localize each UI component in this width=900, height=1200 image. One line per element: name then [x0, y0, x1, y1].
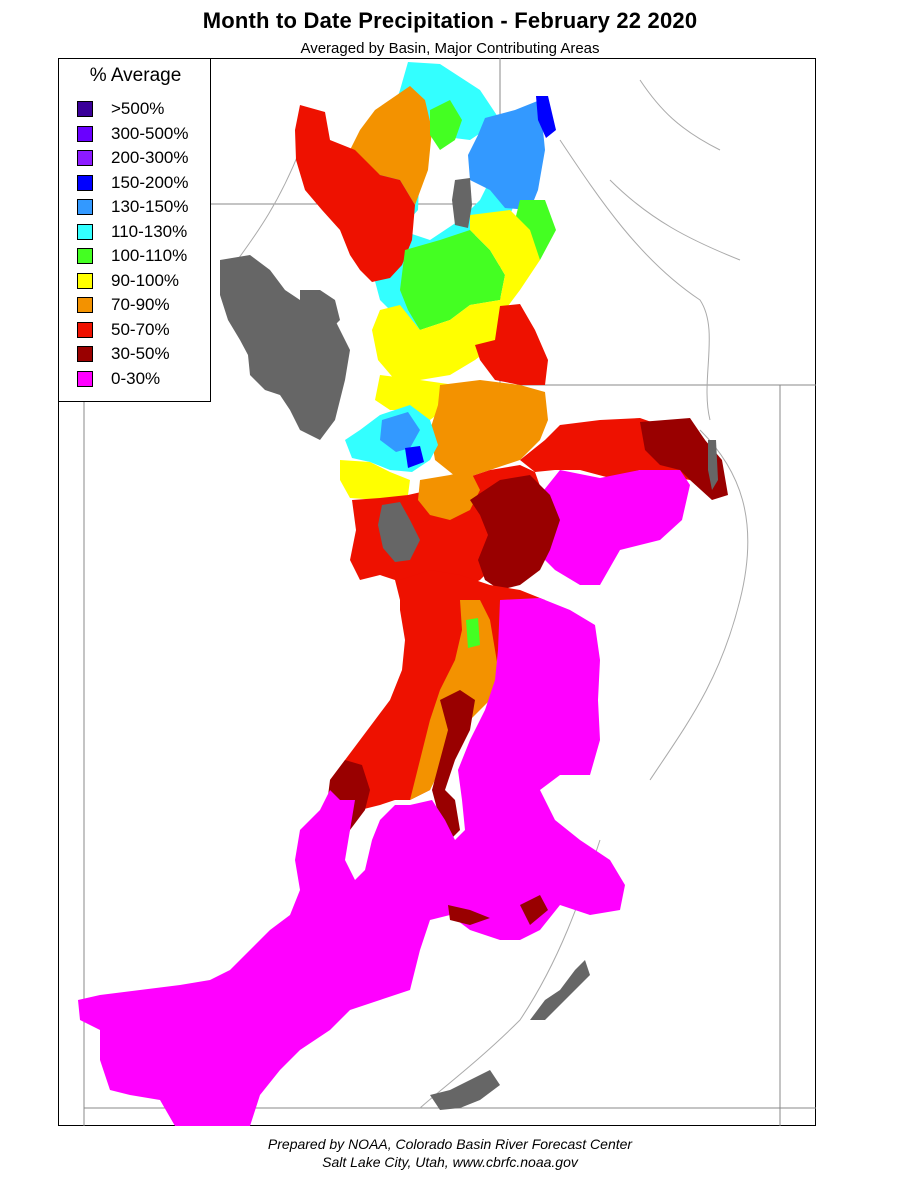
legend-item: >500%	[77, 97, 164, 121]
utah-lake	[378, 502, 420, 562]
basin-70-90-lower	[418, 470, 480, 520]
basin-100-110-spot	[466, 618, 480, 648]
legend-item: 150-200%	[77, 171, 189, 195]
map-subtitle: Averaged by Basin, Major Contributing Ar…	[300, 40, 600, 57]
river-wyoming	[609, 179, 741, 261]
legend-swatch	[77, 174, 93, 191]
legend-label: 130-150%	[111, 197, 189, 216]
legend-swatch	[77, 370, 93, 387]
basin-0-30-south	[78, 598, 625, 1126]
legend-label: 90-100%	[111, 270, 180, 290]
bear-lake	[452, 178, 472, 228]
basin-90-100-west	[340, 460, 410, 500]
legend-swatch	[77, 248, 93, 264]
map-title: Month to Date Precipitation - February 2…	[202, 8, 698, 33]
river-green	[559, 139, 711, 421]
legend-item: 130-150%	[77, 195, 189, 219]
river-idaho	[229, 149, 301, 271]
legend-label: 300-500%	[111, 123, 189, 143]
basin-0-30-east	[530, 470, 690, 585]
legend-swatch	[77, 150, 93, 166]
basin-90-100-central	[372, 210, 540, 380]
legend-swatch	[77, 125, 93, 142]
basin-30-50-south-small-b	[448, 905, 490, 925]
legend-item: 50-70%	[77, 318, 170, 342]
legend-label: 70-90%	[111, 295, 170, 314]
legend-swatch	[77, 321, 93, 338]
basin-100-110-north-b	[400, 230, 505, 330]
basin-90-100-south	[375, 375, 455, 420]
legend-item: 0-30%	[77, 367, 160, 391]
legend-label: 150-200%	[111, 172, 189, 192]
footer-credit: Prepared by NOAA, Colorado Basin River F…	[267, 1136, 633, 1152]
legend-swatch	[77, 297, 93, 313]
river-north	[639, 79, 721, 151]
legend-item: 90-100%	[77, 269, 179, 293]
basin-70-90-central	[430, 380, 548, 480]
flaming-gorge	[708, 440, 718, 490]
legend-swatch	[77, 101, 93, 117]
basin-50-70-east-north	[475, 304, 548, 385]
legend-label: 0-30%	[111, 368, 161, 388]
basin-150-200-north	[536, 96, 556, 138]
great-salt-lake-east	[300, 290, 340, 330]
basin-50-70-south	[330, 570, 548, 810]
footer-location: Salt Lake City, Utah, www.cbrfc.noaa.gov	[322, 1154, 578, 1170]
basin-150-200-south	[405, 446, 424, 468]
basin-100-110-north-a	[430, 100, 462, 150]
legend-title: % Average	[89, 65, 182, 86]
basin-30-50-south	[432, 690, 475, 840]
legend-label: 100-110%	[111, 246, 188, 265]
basin-50-70-west-north	[295, 105, 415, 282]
river-colorado-east	[649, 429, 749, 781]
legend: % Average >500% 300-500% 200-300% 150-200% 1…	[58, 58, 211, 402]
basin-30-50-east-band	[640, 418, 728, 500]
basin-regions	[78, 62, 728, 1126]
legend-swatch	[77, 223, 93, 240]
legend-item: 300-500%	[77, 122, 189, 146]
legend-label: 50-70%	[111, 319, 170, 339]
map-frame	[58, 58, 816, 1126]
basin-130-150-south	[380, 412, 420, 452]
legend-label: 110-130%	[111, 221, 188, 241]
legend-item: 100-110%	[77, 244, 187, 268]
legend-item: 110-130%	[77, 220, 187, 244]
legend-label: 200-300%	[111, 148, 189, 167]
basin-70-90-north	[350, 86, 432, 205]
legend-label: >500%	[111, 99, 165, 118]
lakes	[220, 178, 718, 1110]
lake-powell-upper	[530, 960, 590, 1020]
great-salt-lake	[220, 255, 350, 440]
legend-label: 30-50%	[111, 344, 170, 363]
legend-item: 70-90%	[77, 293, 170, 317]
basin-30-50-south-small	[520, 895, 548, 925]
legend-swatch	[77, 272, 93, 289]
lake-powell	[430, 1070, 500, 1110]
basin-30-50-central	[470, 475, 560, 590]
legend-swatch	[77, 346, 93, 362]
legend-item: 200-300%	[77, 146, 189, 170]
legend-item: 30-50%	[77, 342, 170, 366]
rivers	[229, 79, 749, 1109]
legend-swatch	[77, 199, 93, 215]
basin-130-150-north	[468, 100, 545, 210]
